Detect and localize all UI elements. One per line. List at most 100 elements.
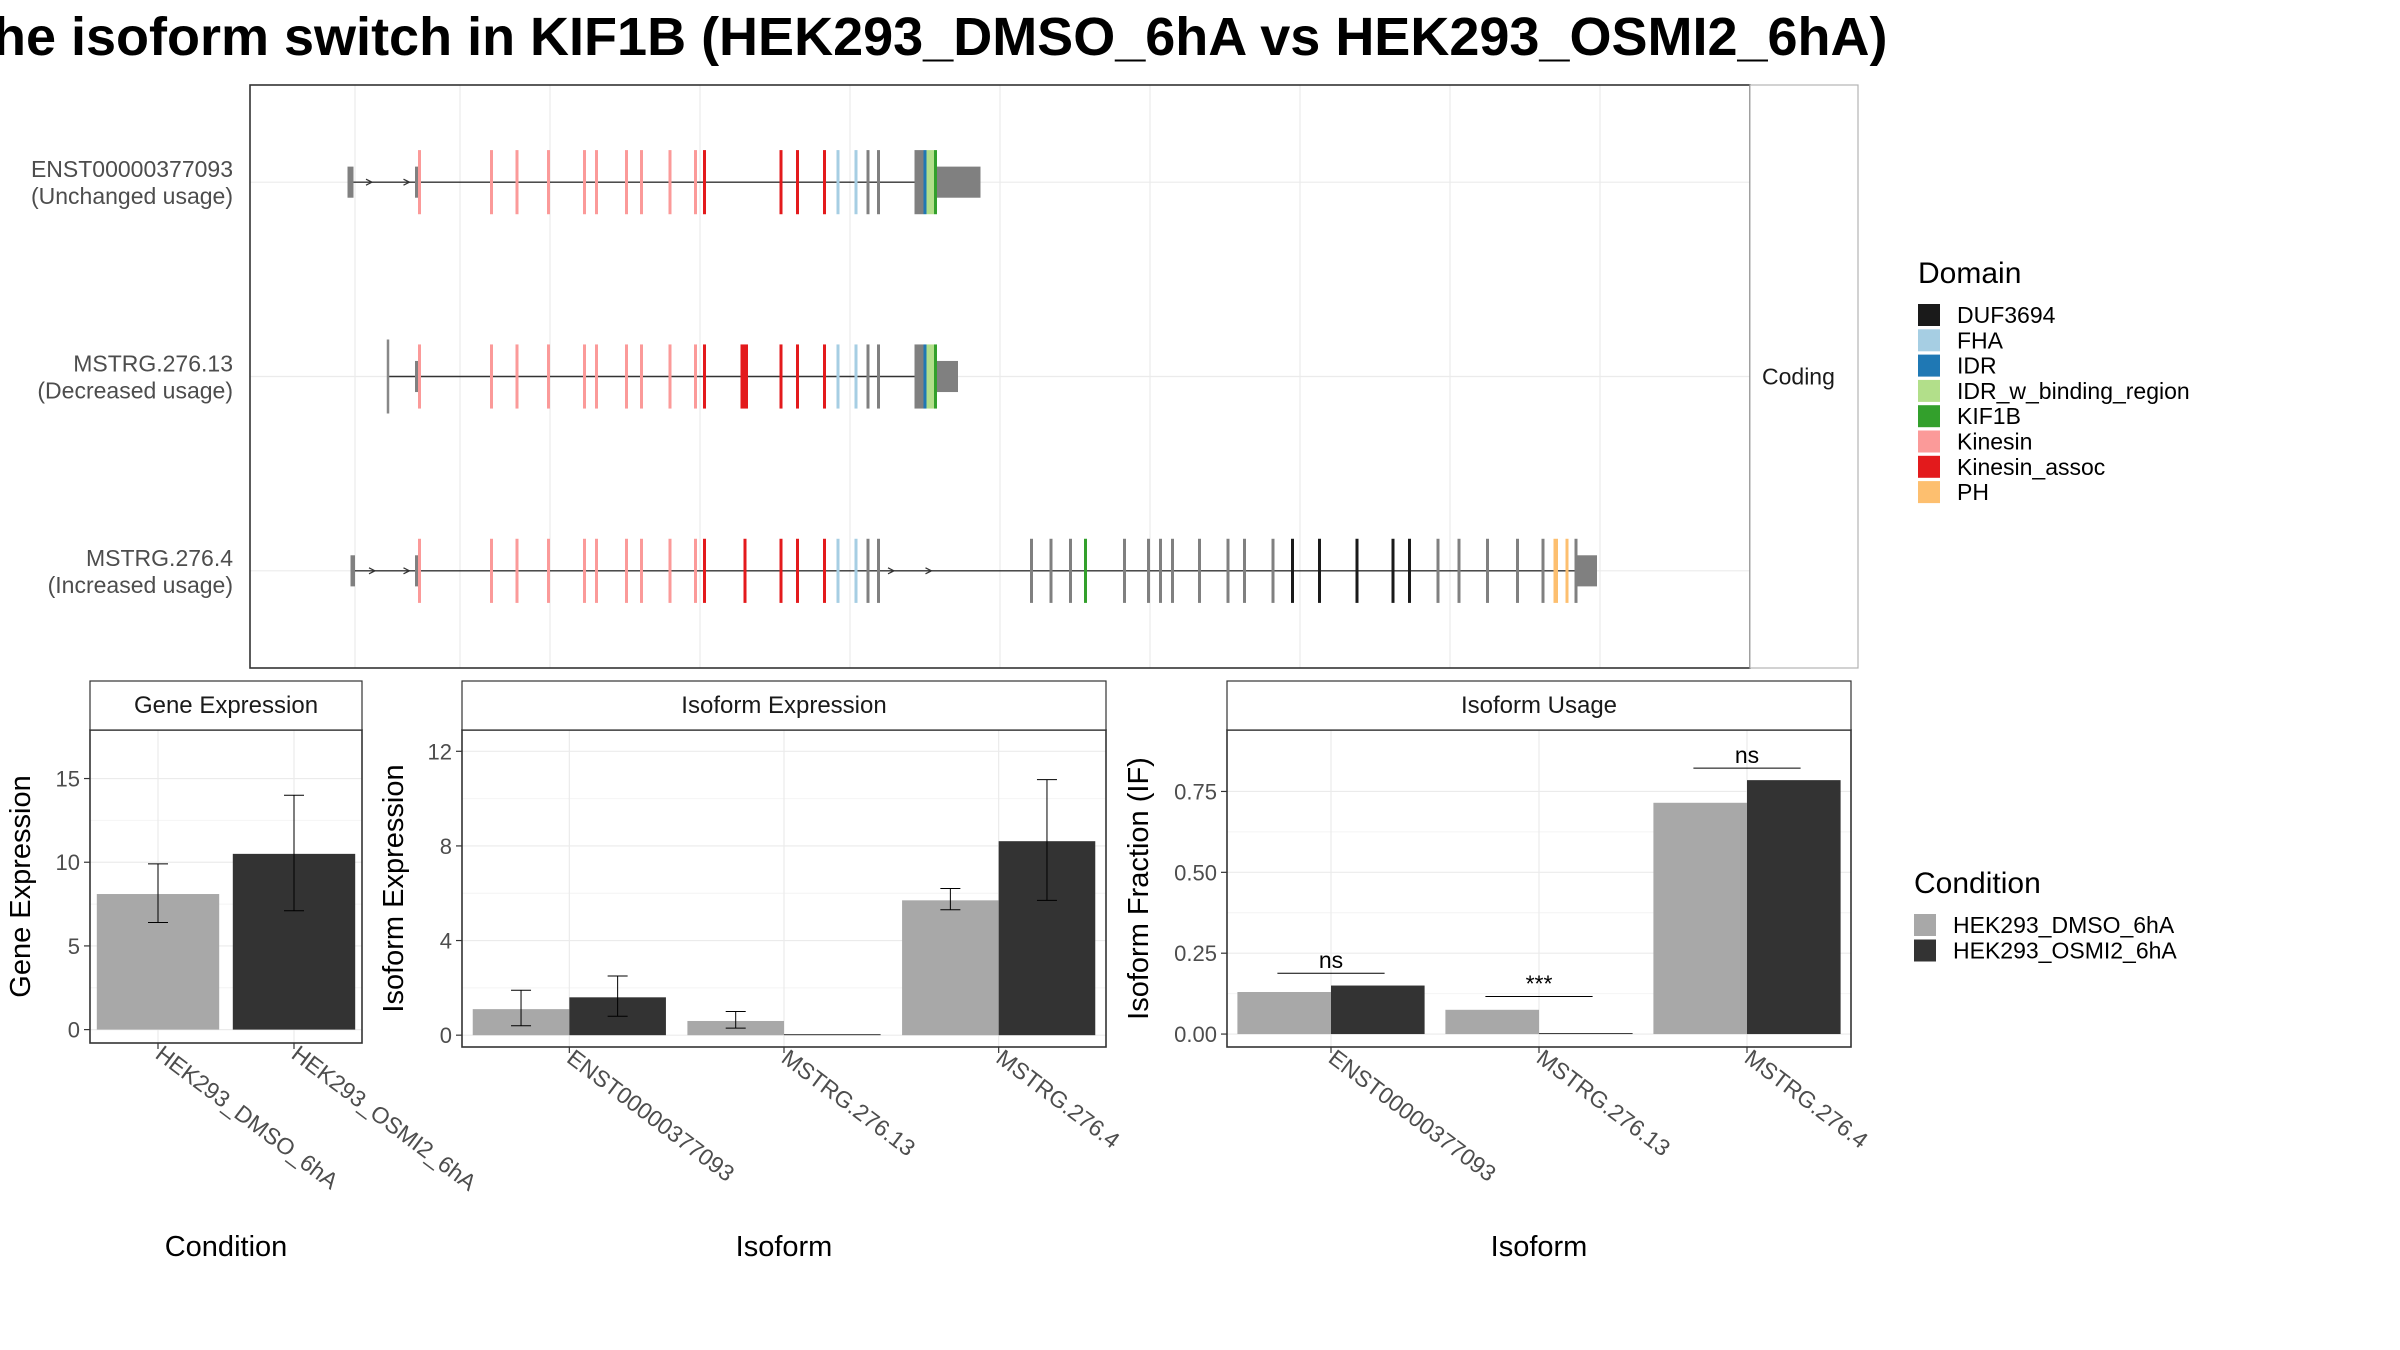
bar (1539, 1033, 1633, 1035)
bar (902, 900, 999, 1036)
legend-label: Kinesin_assoc (1957, 454, 2105, 480)
exon-kinesin (515, 344, 519, 409)
exon-duf3694 (1355, 538, 1359, 603)
exon (1576, 555, 1597, 587)
y-tick-label: 8 (440, 834, 452, 859)
legend-key (1914, 939, 1936, 962)
bar (1331, 985, 1425, 1035)
isoform-usage-panel: 0.00 0.25 0.50 0.75 ns *** ns Isoform Usage ENST… (1123, 680, 1873, 1263)
exon-kinesin (418, 538, 421, 603)
legend-key (1918, 455, 1940, 478)
exon-kinesin_assoc (823, 150, 826, 215)
domain-legend: DomainDUF3694FHAIDRIDR_w_binding_regionK… (1918, 257, 2190, 505)
y-tick-label: 0.00 (1174, 1022, 1217, 1047)
exon (1030, 538, 1033, 603)
x-axis-title: Condition (165, 1231, 288, 1263)
strand-arrow (365, 178, 374, 186)
exon (1457, 538, 1461, 603)
exon (350, 555, 355, 587)
exon-kinesin (640, 538, 643, 603)
strand-arrow (403, 567, 411, 575)
figure-title: The isoform switch in KIF1B (HEK293_DMSO… (0, 7, 1888, 67)
exon (914, 344, 924, 409)
exon-kinesin_assoc (823, 538, 826, 603)
exon-kinesin_assoc (796, 150, 799, 215)
transcript-label: MSTRG.276.13 (73, 351, 233, 377)
x-axis-title: Isoform (736, 1231, 833, 1263)
exon-kinesin (668, 344, 672, 409)
transcript-structure-panel: ENST00000377093(Unchanged usage) MSTRG.27… (31, 84, 1859, 669)
exon-kinesin_assoc (740, 344, 748, 409)
exon (1123, 538, 1126, 603)
exon (914, 150, 924, 215)
exon (1541, 538, 1545, 603)
exon-idr_w_binding_region (926, 150, 934, 215)
y-tick-label: 0 (440, 1023, 452, 1048)
legend-key (1914, 914, 1936, 936)
exon (415, 555, 418, 587)
legend-label: DUF3694 (1957, 302, 2056, 328)
exon (415, 360, 418, 393)
transcript-usage-label: (Decreased usage) (37, 378, 233, 404)
exon-kif1b (934, 150, 937, 215)
y-tick-label: 5 (68, 934, 80, 959)
exon-kinesin (490, 150, 493, 215)
bar (1237, 992, 1331, 1035)
exon-kinesin (583, 344, 586, 409)
exon-kinesin_assoc (703, 538, 706, 603)
y-tick-label: 4 (440, 929, 452, 954)
y-tick-label: 12 (428, 739, 452, 764)
exon-fha (836, 344, 840, 409)
exon (1069, 538, 1072, 603)
legend-label: HEK293_DMSO_6hA (1953, 912, 2175, 938)
exon (1226, 538, 1230, 603)
x-tick-label: MSTRG.276.4 (992, 1044, 1125, 1153)
exon-kinesin_assoc (703, 344, 706, 409)
legend-key (1918, 379, 1940, 402)
legend-label: KIF1B (1957, 403, 2021, 429)
significance-label: ns (1319, 947, 1343, 973)
facet-strip (461, 680, 1107, 731)
facet-label: Isoform Usage (1461, 692, 1617, 719)
exon-kinesin (418, 344, 421, 409)
facet-label: Isoform Expression (681, 692, 886, 719)
exon-kinesin (490, 344, 493, 409)
exon-kif1b (1084, 538, 1087, 603)
x-tick-label: MSTRG.276.4 (1740, 1044, 1873, 1153)
exon-kinesin (625, 344, 628, 409)
exon (1516, 538, 1519, 603)
exon-kinesin (694, 150, 697, 215)
facet-strip (1226, 680, 1852, 731)
strand-arrow (368, 567, 377, 575)
isoform-expression-panel: 0 4 8 12 Isoform Expression ENST00000377093 MS… (378, 680, 1125, 1263)
strand-arrow (925, 567, 933, 575)
y-tick-label: 0.75 (1174, 779, 1217, 804)
exon-kinesin (694, 344, 697, 409)
exon-kinesin (640, 150, 643, 215)
x-tick-label: MSTRG.276.13 (1532, 1044, 1675, 1161)
exon-fha (854, 150, 858, 215)
legend-label: IDR_w_binding_region (1957, 378, 2190, 404)
x-tick-label: ENST00000377093 (562, 1044, 739, 1186)
exon (1198, 538, 1201, 603)
exon-ph (1553, 538, 1558, 603)
exon (1243, 538, 1246, 603)
exon-kinesin (595, 150, 598, 215)
condition-legend-title: Condition (1914, 867, 2041, 900)
exon-kinesin (640, 344, 643, 409)
legend-key (1918, 304, 1940, 326)
exon-kinesin_assoc (779, 150, 783, 215)
exon-kinesin (625, 538, 628, 603)
exon-kinesin (515, 538, 519, 603)
y-tick-label: 0.25 (1174, 941, 1217, 966)
exon-kinesin_assoc (703, 150, 706, 215)
exon-kinesin_assoc (796, 344, 799, 409)
exon (1171, 538, 1174, 603)
legend-label: HEK293_OSMI2_6hA (1953, 938, 2177, 964)
exon-kinesin (515, 150, 519, 215)
bar (784, 1034, 881, 1036)
exon-idr (923, 344, 927, 409)
